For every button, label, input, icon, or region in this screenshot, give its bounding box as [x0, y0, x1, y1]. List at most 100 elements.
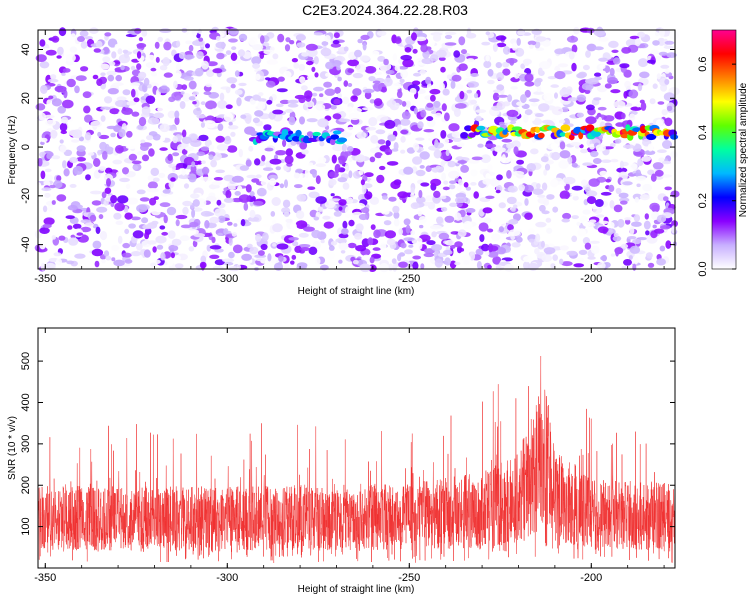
spectrogram-cell: [657, 149, 667, 153]
spectrogram-cell: [559, 120, 565, 124]
spectrogram-cell: [146, 95, 156, 104]
spectrogram-cell: [205, 100, 217, 109]
spectrogram-cell: [184, 55, 194, 60]
spectrogram-cell: [258, 92, 263, 96]
spectrogram-cell: [83, 91, 92, 98]
spectrogram-cell: [261, 244, 268, 250]
spectrogram-cell: [350, 95, 357, 102]
spectrogram-cell: [560, 150, 571, 158]
spectrogram-cell: [46, 153, 52, 159]
spectrogram-cell: [379, 263, 389, 272]
colorbar-tick-label: 0.2: [697, 193, 709, 208]
spectrogram-cell: [507, 94, 512, 102]
spectrogram-cell: [638, 58, 648, 67]
spectrogram-cell: [132, 112, 140, 117]
spectrogram-cell: [546, 194, 554, 200]
spectrogram-cell: [195, 68, 204, 77]
spectrogram-cell: [253, 201, 264, 206]
spectrogram-cell: [283, 71, 291, 79]
spectrogram-cell: [159, 28, 171, 33]
spectrogram-feature-1-cell: [337, 137, 347, 142]
spectrogram-cell: [306, 61, 313, 65]
spectrogram-cell: [52, 36, 60, 43]
spectrogram-cell: [449, 180, 456, 184]
spectrogram-cell: [365, 127, 376, 131]
spectrogram-cell: [256, 174, 262, 178]
spectrogram-y-tick-label: -20: [20, 188, 32, 204]
snr-y-tick-label: 300: [20, 435, 32, 453]
spectrogram-cell: [278, 255, 284, 262]
spectrogram-cell: [419, 225, 423, 228]
spectrogram-cell: [201, 122, 205, 128]
spectrogram-cell: [338, 260, 342, 264]
spectrogram-cell: [395, 103, 400, 108]
spectrogram-cell: [81, 41, 88, 49]
spectrogram-cell: [133, 230, 144, 238]
spectrogram-cell: [398, 228, 403, 235]
spectrogram-cell: [241, 254, 252, 261]
spectrogram-cell: [265, 77, 270, 80]
spectrogram-cell: [356, 64, 366, 73]
spectrogram-cell: [354, 233, 362, 240]
spectrogram-cell: [621, 47, 631, 54]
spectrogram-cell: [262, 232, 269, 241]
spectrogram-cell: [36, 54, 47, 62]
spectrogram-cell: [238, 83, 246, 86]
spectrogram-cell: [524, 198, 528, 206]
spectrogram-cell: [413, 73, 421, 77]
spectrogram-feature-1-cell: [333, 130, 342, 134]
spectrogram-cell: [645, 213, 649, 219]
spectrogram-cell: [215, 118, 223, 123]
spectrogram-cell: [146, 135, 153, 140]
spectrogram-cell: [225, 190, 231, 199]
spectrogram-cell: [161, 167, 170, 172]
spectrogram-cell: [116, 221, 124, 225]
spectrogram-cell: [123, 50, 128, 54]
spectrogram-cell: [124, 213, 132, 220]
spectrogram-cell: [100, 231, 107, 240]
spectrogram-cell: [367, 237, 373, 245]
spectrogram-cell: [77, 36, 85, 42]
spectrogram-cell: [443, 89, 450, 96]
spectrogram-cell: [94, 48, 101, 53]
spectrogram-cell: [397, 254, 401, 262]
spectrogram-cell: [334, 32, 340, 38]
spectrogram-cell: [61, 130, 67, 134]
spectrogram-cell: [201, 160, 206, 164]
spectrogram-cell: [67, 79, 76, 87]
spectrogram-cell: [286, 148, 293, 156]
spectrogram-cell: [528, 263, 539, 271]
spectrogram-cell: [550, 179, 558, 187]
spectrogram-cell: [153, 196, 159, 200]
spectrogram-cell: [496, 72, 504, 80]
figure-title: C2E3.2024.364.22.28.R03: [302, 2, 468, 18]
spectrogram-cell: [68, 237, 78, 245]
spectrogram-cell: [385, 230, 396, 238]
spectrogram-cell: [387, 134, 396, 141]
spectrogram-cell: [52, 98, 62, 106]
spectrogram-cell: [347, 197, 353, 204]
spectrogram-cell: [446, 150, 450, 156]
spectrogram-cell: [119, 178, 130, 182]
spectrogram-cell: [411, 202, 420, 209]
spectrogram-x-tick-label: -350: [34, 273, 56, 285]
spectrogram-cell: [142, 225, 152, 230]
spectrogram-cell: [233, 223, 237, 227]
spectrogram-cell: [455, 103, 467, 109]
spectrogram-cell: [463, 260, 469, 265]
spectrogram-cell: [601, 192, 612, 196]
spectrogram-cell: [582, 209, 590, 214]
spectrogram-cell: [620, 201, 628, 205]
spectrogram-cell: [332, 155, 337, 164]
spectrogram-cell: [171, 92, 182, 101]
spectrogram-cell: [439, 233, 450, 240]
spectrogram-cell: [472, 157, 483, 161]
spectrogram-cell: [36, 103, 46, 110]
spectrogram-cell: [647, 60, 656, 64]
spectrogram-cell: [113, 213, 121, 220]
spectrogram-cell: [319, 141, 324, 146]
spectrogram-cell: [535, 234, 540, 243]
spectrogram-cell: [481, 76, 489, 80]
spectrogram-cell: [631, 222, 642, 227]
spectrogram-cell: [393, 263, 398, 272]
